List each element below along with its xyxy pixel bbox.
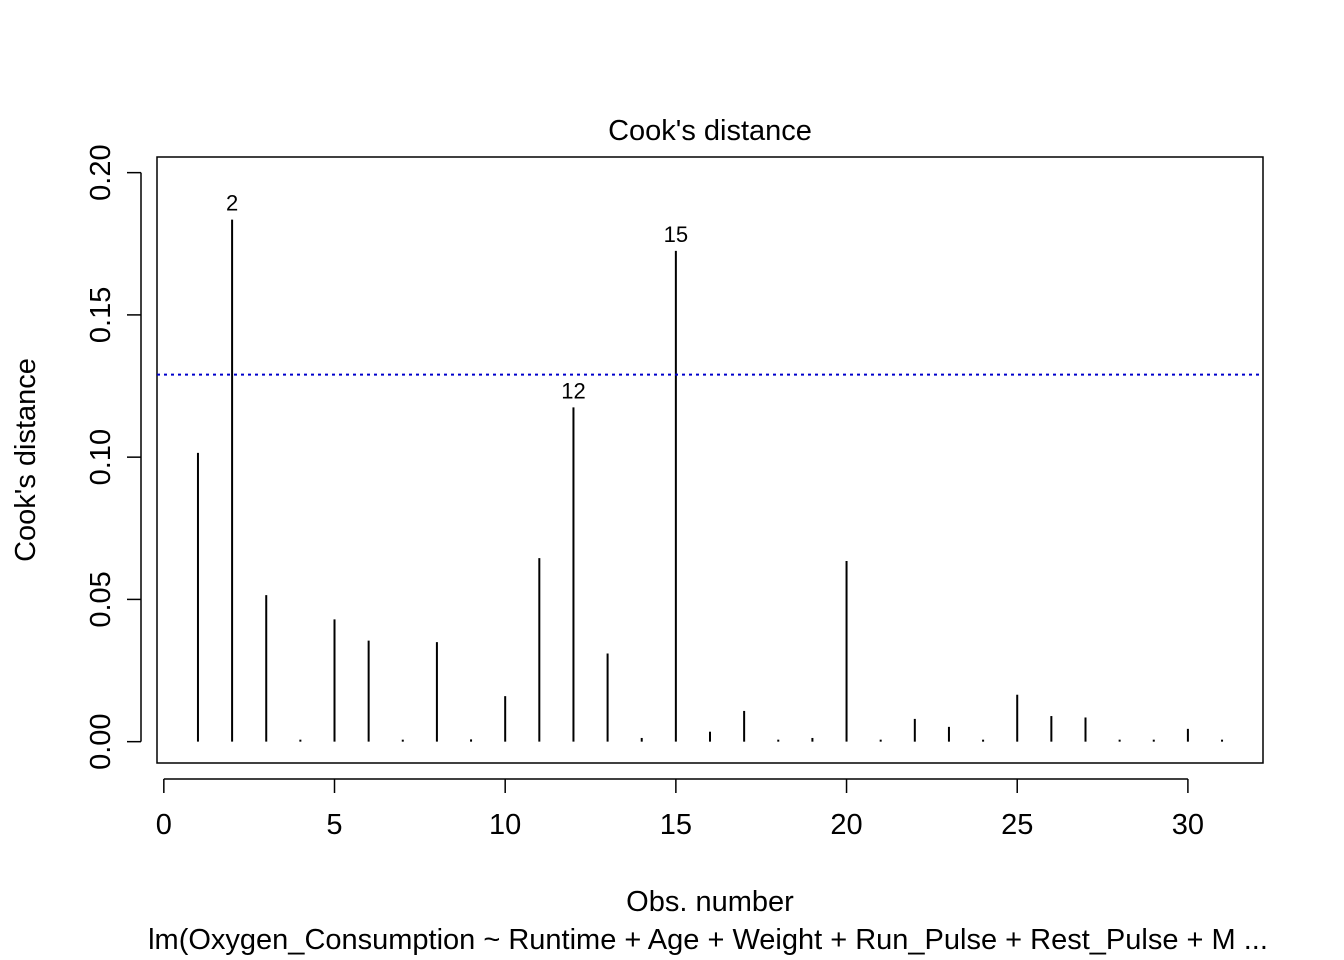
y-tick-label: 0.05 [85,571,117,627]
plot-frame [156,156,1264,764]
model-formula-subtitle: lm(Oxygen_Consumption ~ Runtime + Age + … [148,924,1268,956]
x-tick-label: 20 [830,809,862,841]
point-label: 15 [664,222,688,247]
x-tick-label: 5 [326,809,342,841]
x-tick-label: 10 [489,809,521,841]
point-label: 2 [226,191,238,216]
y-tick-label: 0.15 [85,287,117,343]
point-label: 12 [561,378,585,403]
y-axis-label: Cook's distance [10,358,42,562]
bars-group [196,219,1224,742]
chart-title: Cook's distance [608,115,812,147]
y-tick-label: 0.10 [85,429,117,485]
x-tick-label: 15 [660,809,692,841]
x-axis-label: Obs. number [626,886,794,918]
x-tick-label: 25 [1001,809,1033,841]
x-axis: 0 5 10 15 20 25 30 [156,778,1204,841]
x-tick-label: 0 [156,809,172,841]
y-axis: 0.00 0.05 0.10 0.15 0.20 [85,144,142,770]
x-tick-label: 30 [1172,809,1204,841]
y-tick-label: 0.00 [85,713,117,769]
y-tick-label: 0.20 [85,144,117,200]
point-labels-group: 2 12 15 [226,191,688,404]
